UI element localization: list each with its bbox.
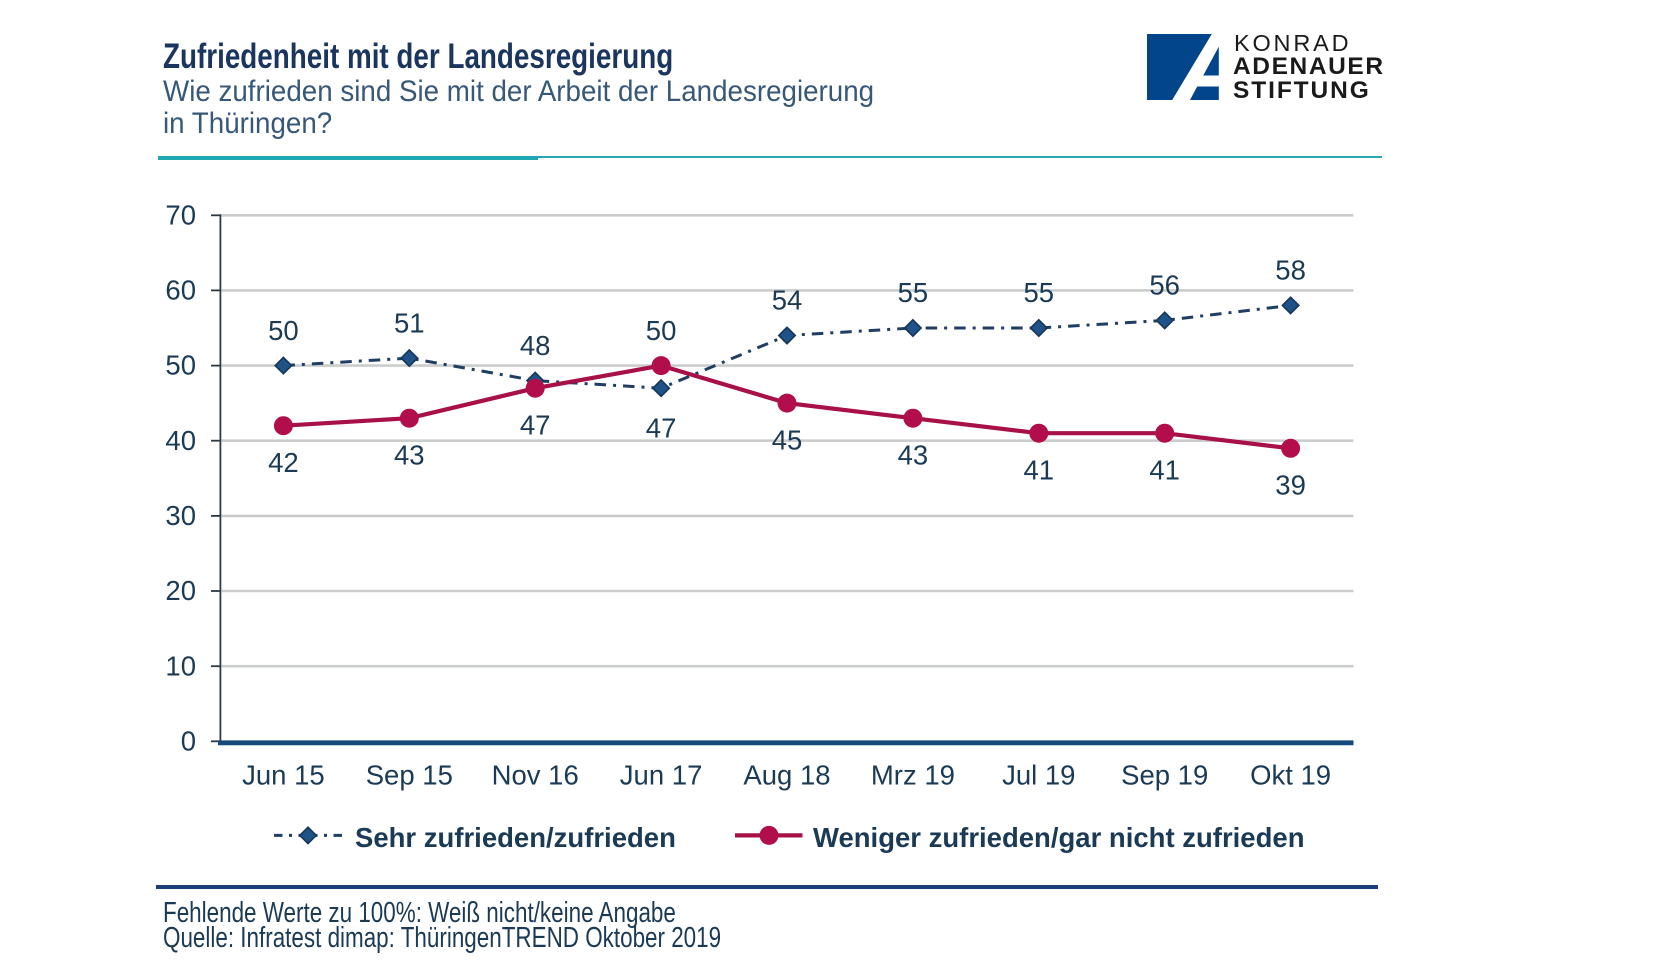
svg-text:50: 50 — [165, 350, 196, 381]
svg-text:Jul 19: Jul 19 — [1002, 760, 1075, 791]
svg-text:60: 60 — [165, 275, 196, 306]
svg-text:47: 47 — [646, 412, 677, 443]
svg-text:43: 43 — [394, 440, 425, 471]
svg-text:39: 39 — [1275, 470, 1306, 501]
svg-text:Nov 16: Nov 16 — [492, 760, 579, 791]
svg-text:30: 30 — [165, 500, 196, 531]
svg-text:42: 42 — [268, 447, 299, 478]
svg-text:55: 55 — [1024, 277, 1055, 308]
svg-text:0: 0 — [181, 725, 196, 756]
svg-text:56: 56 — [1149, 270, 1180, 301]
svg-text:Jun 17: Jun 17 — [620, 760, 703, 791]
svg-text:Okt 19: Okt 19 — [1250, 760, 1331, 791]
svg-text:55: 55 — [898, 277, 929, 308]
svg-text:Aug 18: Aug 18 — [743, 760, 830, 791]
svg-text:41: 41 — [1024, 455, 1055, 486]
svg-text:40: 40 — [165, 425, 196, 456]
svg-text:41: 41 — [1149, 455, 1180, 486]
svg-text:20: 20 — [165, 575, 196, 606]
svg-text:10: 10 — [165, 650, 196, 681]
svg-text:51: 51 — [394, 307, 425, 338]
svg-text:50: 50 — [646, 315, 677, 346]
svg-text:45: 45 — [772, 425, 803, 456]
svg-text:Sep 15: Sep 15 — [366, 760, 453, 791]
svg-text:70: 70 — [165, 199, 196, 230]
svg-text:Sep 19: Sep 19 — [1121, 760, 1208, 791]
svg-text:54: 54 — [772, 285, 803, 316]
svg-text:47: 47 — [520, 409, 551, 440]
svg-text:48: 48 — [520, 330, 551, 361]
svg-text:50: 50 — [268, 315, 299, 346]
svg-text:Mrz 19: Mrz 19 — [871, 760, 955, 791]
svg-text:43: 43 — [898, 440, 929, 471]
svg-text:58: 58 — [1275, 255, 1306, 286]
svg-text:Jun 15: Jun 15 — [242, 760, 325, 791]
